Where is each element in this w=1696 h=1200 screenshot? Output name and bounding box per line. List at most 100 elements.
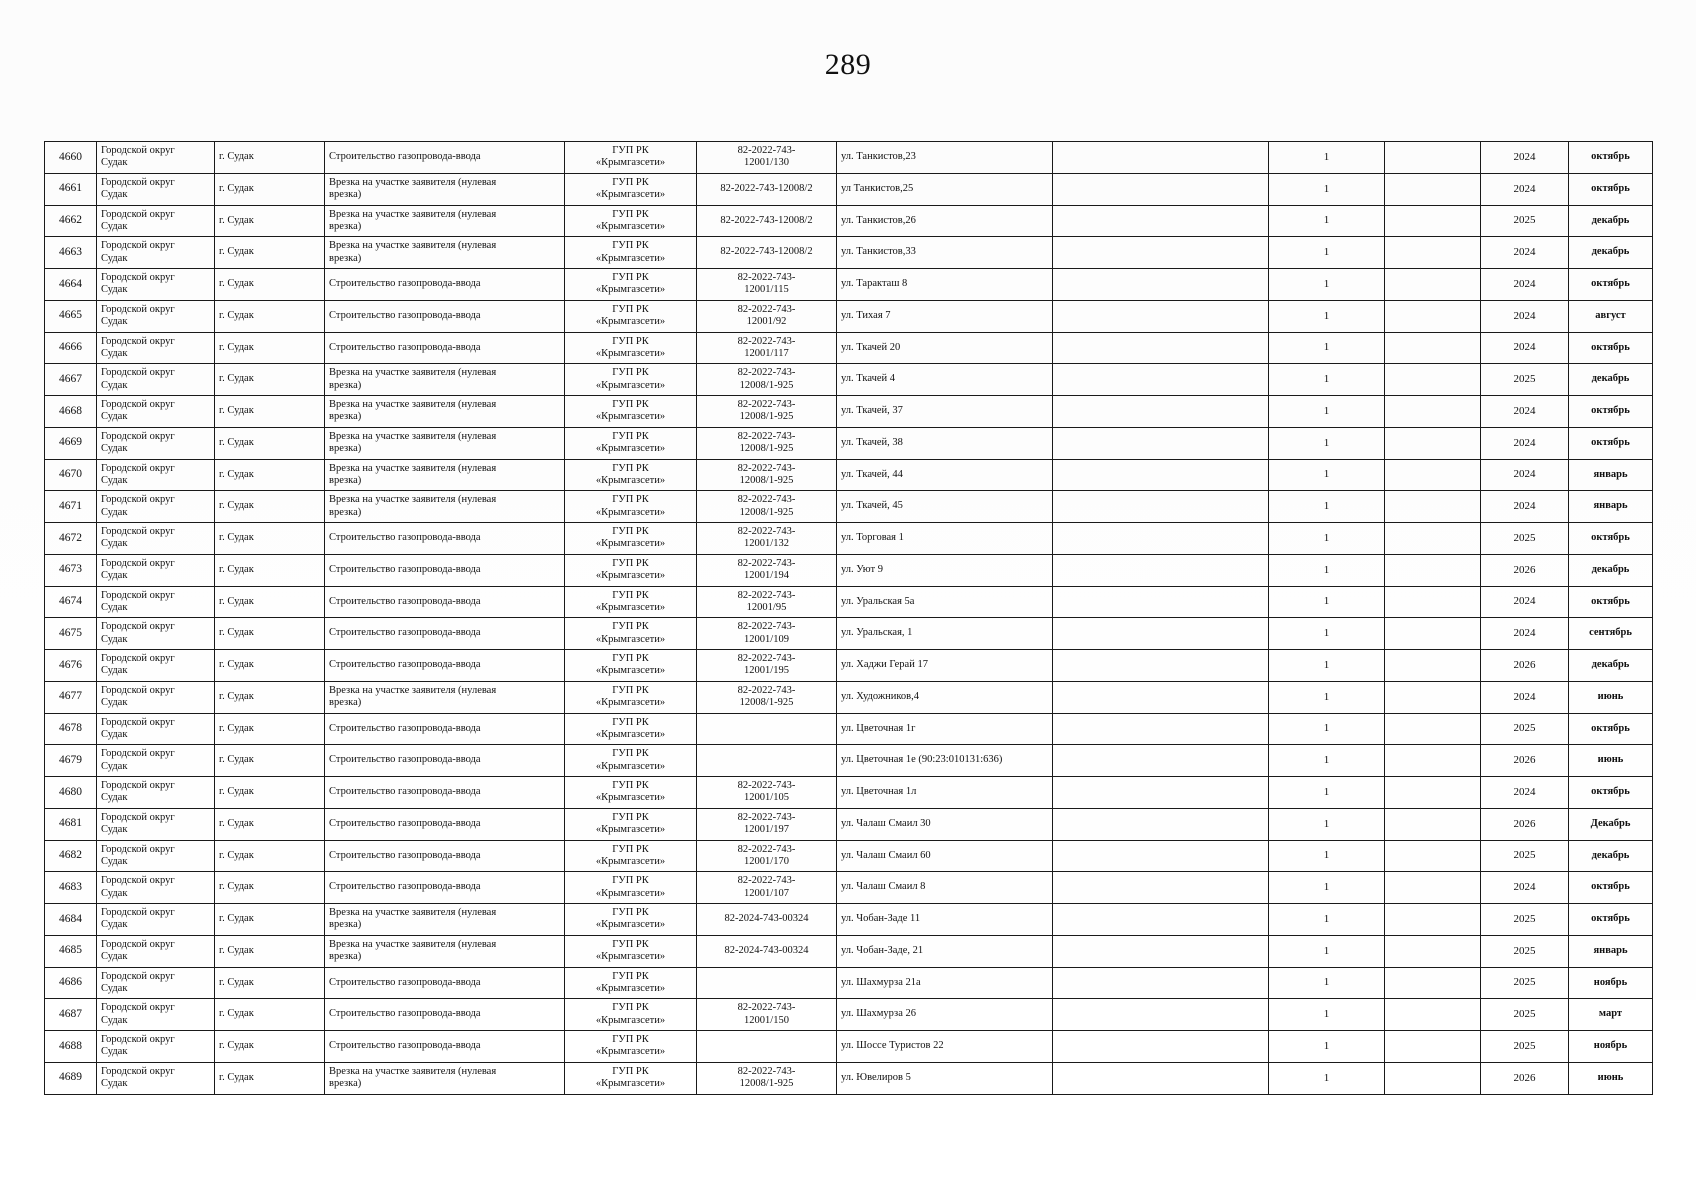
cell-city: г. Судак [214, 807, 325, 841]
cell-district: Городской округ Судак [96, 807, 215, 841]
cell-district: Городской округ Судак [96, 395, 215, 428]
cell-blank-reserved-2 [1384, 172, 1481, 206]
cell-city: г. Судак [214, 744, 325, 777]
table-row: 4677 Городской округ Судак г. Судак Врезка н… [44, 680, 1653, 714]
district-line-1: Городской округ [101, 938, 175, 950]
cell-blank-reserved-2 [1384, 966, 1481, 1000]
cell-count: 1 [1268, 490, 1385, 523]
table-row: 4668 Городской округ Судак г. Судак Врезка н… [44, 395, 1653, 428]
org-line-2: «Крымгазсети» [595, 220, 666, 232]
cell-blank-reserved-1 [1052, 776, 1269, 809]
cell-city: г. Судак [214, 585, 325, 619]
cell-blank-reserved-1 [1052, 363, 1269, 396]
cell-organization: ГУП РК «Крымгазсети» [564, 395, 697, 428]
cell-district: Городской округ Судак [96, 458, 215, 492]
cell-blank-reserved-1 [1052, 871, 1269, 904]
contract-line-1: 82-2022-743- [737, 145, 796, 156]
district-line-1: Городской округ [101, 526, 175, 537]
district-line-2: Судак [101, 538, 128, 550]
cell-row-number: 4661 [44, 172, 97, 206]
work-line-1: Врезка на участке заявителя (нулевая [329, 367, 497, 379]
org-line-1: ГУП РК [612, 430, 649, 442]
cell-contract-number: 82-2022-743- 12001/117 [696, 331, 837, 365]
cell-organization: ГУП РК «Крымгазсети» [564, 236, 697, 269]
table-row: 4679 Городской округ Судак г. Судак Строител… [44, 744, 1653, 777]
cell-contract-number: 82-2022-743- 12008/1-925 [696, 490, 837, 523]
cell-address: ул Танкистов,25 [836, 172, 1053, 206]
contract-line-2: 12001/107 [744, 887, 789, 899]
cell-row-number: 4672 [44, 522, 97, 555]
cell-contract-number [696, 1030, 837, 1063]
cell-blank-reserved-2 [1384, 585, 1481, 619]
cell-count: 1 [1268, 1061, 1385, 1095]
cell-city: г. Судак [214, 776, 325, 809]
cell-organization: ГУП РК «Крымгазсети» [564, 807, 697, 841]
cell-address: ул. Шахмурза 21а [836, 966, 1053, 1000]
org-line-1: ГУП РК [612, 303, 649, 315]
cell-count: 1 [1268, 617, 1385, 650]
org-line-1: ГУП РК [612, 970, 649, 982]
cell-district: Городской округ Судак [96, 553, 215, 587]
cell-organization: ГУП РК «Крымгазсети» [564, 1061, 697, 1095]
cell-row-number: 4676 [44, 649, 97, 682]
cell-count: 1 [1268, 395, 1385, 428]
cell-city: г. Судак [214, 172, 325, 206]
cell-city: г. Судак [214, 998, 325, 1031]
cell-district: Городской округ Судак [96, 839, 215, 873]
cell-count: 1 [1268, 839, 1385, 873]
cell-blank-reserved-2 [1384, 839, 1481, 873]
cell-count: 1 [1268, 299, 1385, 333]
table-row: 4681 Городской округ Судак г. Судак Строител… [44, 807, 1653, 841]
cell-month: январь [1568, 458, 1653, 492]
district-line-1: Городской округ [101, 621, 175, 633]
cell-work-type: Строительство газопровода-ввода [324, 712, 565, 746]
cell-blank-reserved-2 [1384, 522, 1481, 555]
contract-line-2: 12001/105 [744, 792, 789, 804]
cell-district: Городской округ Судак [96, 712, 215, 746]
cell-blank-reserved-2 [1384, 204, 1481, 238]
cell-count: 1 [1268, 712, 1385, 746]
cell-district: Городской округ Судак [96, 299, 215, 333]
cell-organization: ГУП РК «Крымгазсети» [564, 458, 697, 492]
contract-line-2: 12001/197 [744, 824, 789, 836]
cell-address: ул. Ткачей, 38 [836, 426, 1053, 460]
cell-address: ул. Ткачей 4 [836, 363, 1053, 396]
registry-table-body: 4660 Городской округ Судак г. Судак Строител… [44, 141, 1653, 1095]
work-line-2: врезка) [329, 506, 362, 518]
work-line-1: Врезка на участке заявителя (нулевая [329, 176, 497, 188]
cell-work-type: Строительство газопровода-ввода [324, 141, 565, 174]
cell-work-type: Врезка на участке заявителя (нулевая врез… [324, 934, 565, 968]
cell-count: 1 [1268, 331, 1385, 365]
district-line-2: Судак [101, 347, 128, 359]
cell-organization: ГУП РК «Крымгазсети» [564, 966, 697, 1000]
cell-row-number: 4688 [44, 1030, 97, 1063]
cell-count: 1 [1268, 966, 1385, 1000]
org-line-1: ГУП РК [612, 938, 649, 950]
table-row: 4688 Городской округ Судак г. Судак Строител… [44, 1030, 1653, 1063]
cell-blank-reserved-2 [1384, 871, 1481, 904]
cell-year: 2024 [1480, 268, 1569, 301]
cell-organization: ГУП РК «Крымгазсети» [564, 522, 697, 555]
cell-row-number: 4662 [44, 204, 97, 238]
cell-blank-reserved-1 [1052, 934, 1269, 968]
district-line-1: Городской округ [101, 811, 175, 823]
cell-organization: ГУП РК «Крымгазсети» [564, 172, 697, 206]
cell-month: июнь [1568, 680, 1653, 714]
cell-district: Городской округ Судак [96, 585, 215, 619]
cell-work-type: Врезка на участке заявителя (нулевая врез… [324, 363, 565, 396]
table-row: 4660 Городской округ Судак г. Судак Строител… [44, 141, 1653, 174]
cell-contract-number: 82-2022-743- 12008/1-925 [696, 363, 837, 396]
cell-month: октябрь [1568, 395, 1653, 428]
district-line-2: Судак [101, 220, 128, 232]
cell-row-number: 4667 [44, 363, 97, 396]
contract-line-1: 82-2022-743- [737, 367, 796, 379]
cell-row-number: 4674 [44, 585, 97, 619]
cell-year: 2025 [1480, 966, 1569, 1000]
org-line-1: ГУП РК [612, 399, 649, 410]
contract-line-1: 82-2022-743- [737, 462, 796, 474]
cell-work-type: Строительство газопровода-ввода [324, 807, 565, 841]
contract-line-1: 82-2022-743-12008/2 [720, 182, 813, 194]
cell-year: 2024 [1480, 458, 1569, 492]
cell-blank-reserved-2 [1384, 553, 1481, 587]
cell-address: ул. Ткачей, 37 [836, 395, 1053, 428]
